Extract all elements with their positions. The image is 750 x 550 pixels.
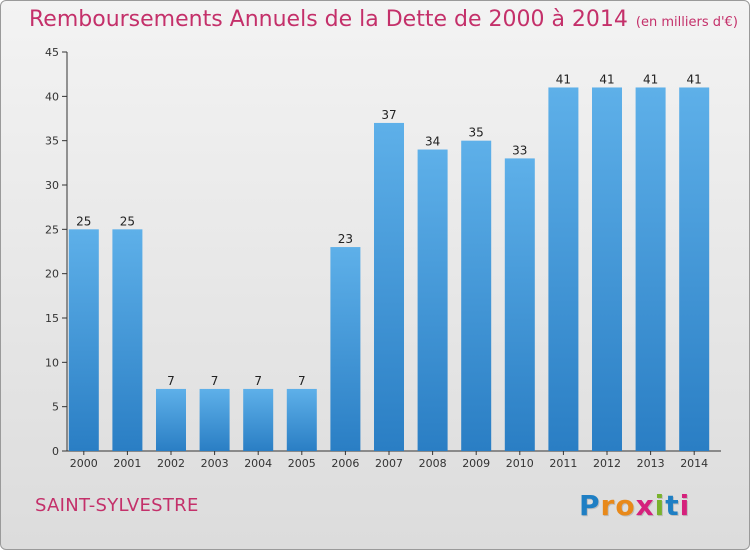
value-label: 7	[254, 374, 262, 388]
x-tick-label: 2012	[593, 457, 621, 470]
x-tick-label: 2010	[506, 457, 534, 470]
bar-2002	[156, 388, 186, 451]
logo-letter: i	[679, 489, 691, 522]
bar-2008	[417, 149, 448, 452]
bar-2003	[199, 388, 230, 451]
x-tick-label: 2008	[419, 457, 447, 470]
x-tick-label: 2004	[244, 457, 272, 470]
x-tick-label: 2006	[331, 457, 359, 470]
x-tick-label: 2001	[113, 457, 141, 470]
chart-bars	[68, 87, 710, 452]
x-tick-label: 2007	[375, 457, 403, 470]
x-tick-label: 2000	[70, 457, 98, 470]
chart-title: Remboursements Annuels de la Dette de 20…	[29, 7, 738, 32]
value-label: 23	[338, 232, 353, 246]
logo-letter: x	[635, 489, 655, 522]
commune-name: SAINT-SYLVESTRE	[35, 495, 199, 516]
value-label: 33	[512, 143, 527, 157]
chart-title-unit: (en milliers d'€)	[635, 15, 738, 30]
y-tick-label: 40	[45, 90, 59, 103]
bar-2005	[286, 388, 317, 451]
y-tick-label: 15	[45, 312, 59, 325]
bar-2011	[548, 87, 579, 451]
value-label: 35	[469, 126, 484, 140]
bar-2007	[374, 122, 404, 451]
value-label: 7	[298, 374, 306, 388]
bar-2012	[592, 87, 622, 451]
chart-labels: 2000 25 2001 25 2002 7 2003 7 2004 7 2005 7 2006 23 20…	[70, 72, 708, 470]
logo-letter: i	[654, 489, 666, 522]
proxiti-logo: Proxiti	[579, 489, 690, 522]
y-tick-label: 0	[52, 445, 59, 458]
y-tick-label: 20	[45, 268, 59, 281]
logo-letter: t	[665, 489, 680, 522]
y-tick-label: 45	[45, 46, 59, 59]
y-tick-label: 25	[45, 223, 59, 236]
value-label: 25	[76, 214, 91, 228]
y-tick-label: 5	[52, 401, 59, 414]
value-label: 41	[599, 72, 614, 86]
x-tick-label: 2002	[157, 457, 185, 470]
y-tick-label: 35	[45, 135, 59, 148]
y-tick-label: 30	[45, 179, 59, 192]
bar-2013	[635, 87, 666, 451]
value-label: 25	[120, 214, 135, 228]
bar-2014	[679, 87, 710, 451]
logo-letter: r	[600, 489, 616, 522]
x-tick-label: 2005	[288, 457, 316, 470]
bar-2004	[243, 388, 274, 451]
value-label: 7	[167, 374, 175, 388]
logo-letter: P	[579, 489, 601, 522]
value-label: 34	[425, 135, 440, 149]
x-tick-label: 2013	[637, 457, 665, 470]
bar-2009	[461, 140, 492, 451]
logo-letter: o	[615, 489, 636, 522]
y-tick-label: 10	[45, 356, 59, 369]
bar-2010	[504, 158, 535, 451]
x-tick-label: 2009	[462, 457, 490, 470]
x-tick-label: 2011	[549, 457, 577, 470]
x-tick-label: 2003	[201, 457, 229, 470]
value-label: 41	[687, 72, 702, 86]
value-label: 41	[556, 72, 571, 86]
value-label: 37	[381, 108, 396, 122]
bar-2006	[330, 247, 361, 451]
chart-title-main: Remboursements Annuels de la Dette de 20…	[29, 7, 628, 32]
bar-2001	[112, 229, 143, 451]
value-label: 7	[211, 374, 219, 388]
x-tick-label: 2014	[680, 457, 708, 470]
bar-2000	[68, 229, 99, 451]
value-label: 41	[643, 72, 658, 86]
